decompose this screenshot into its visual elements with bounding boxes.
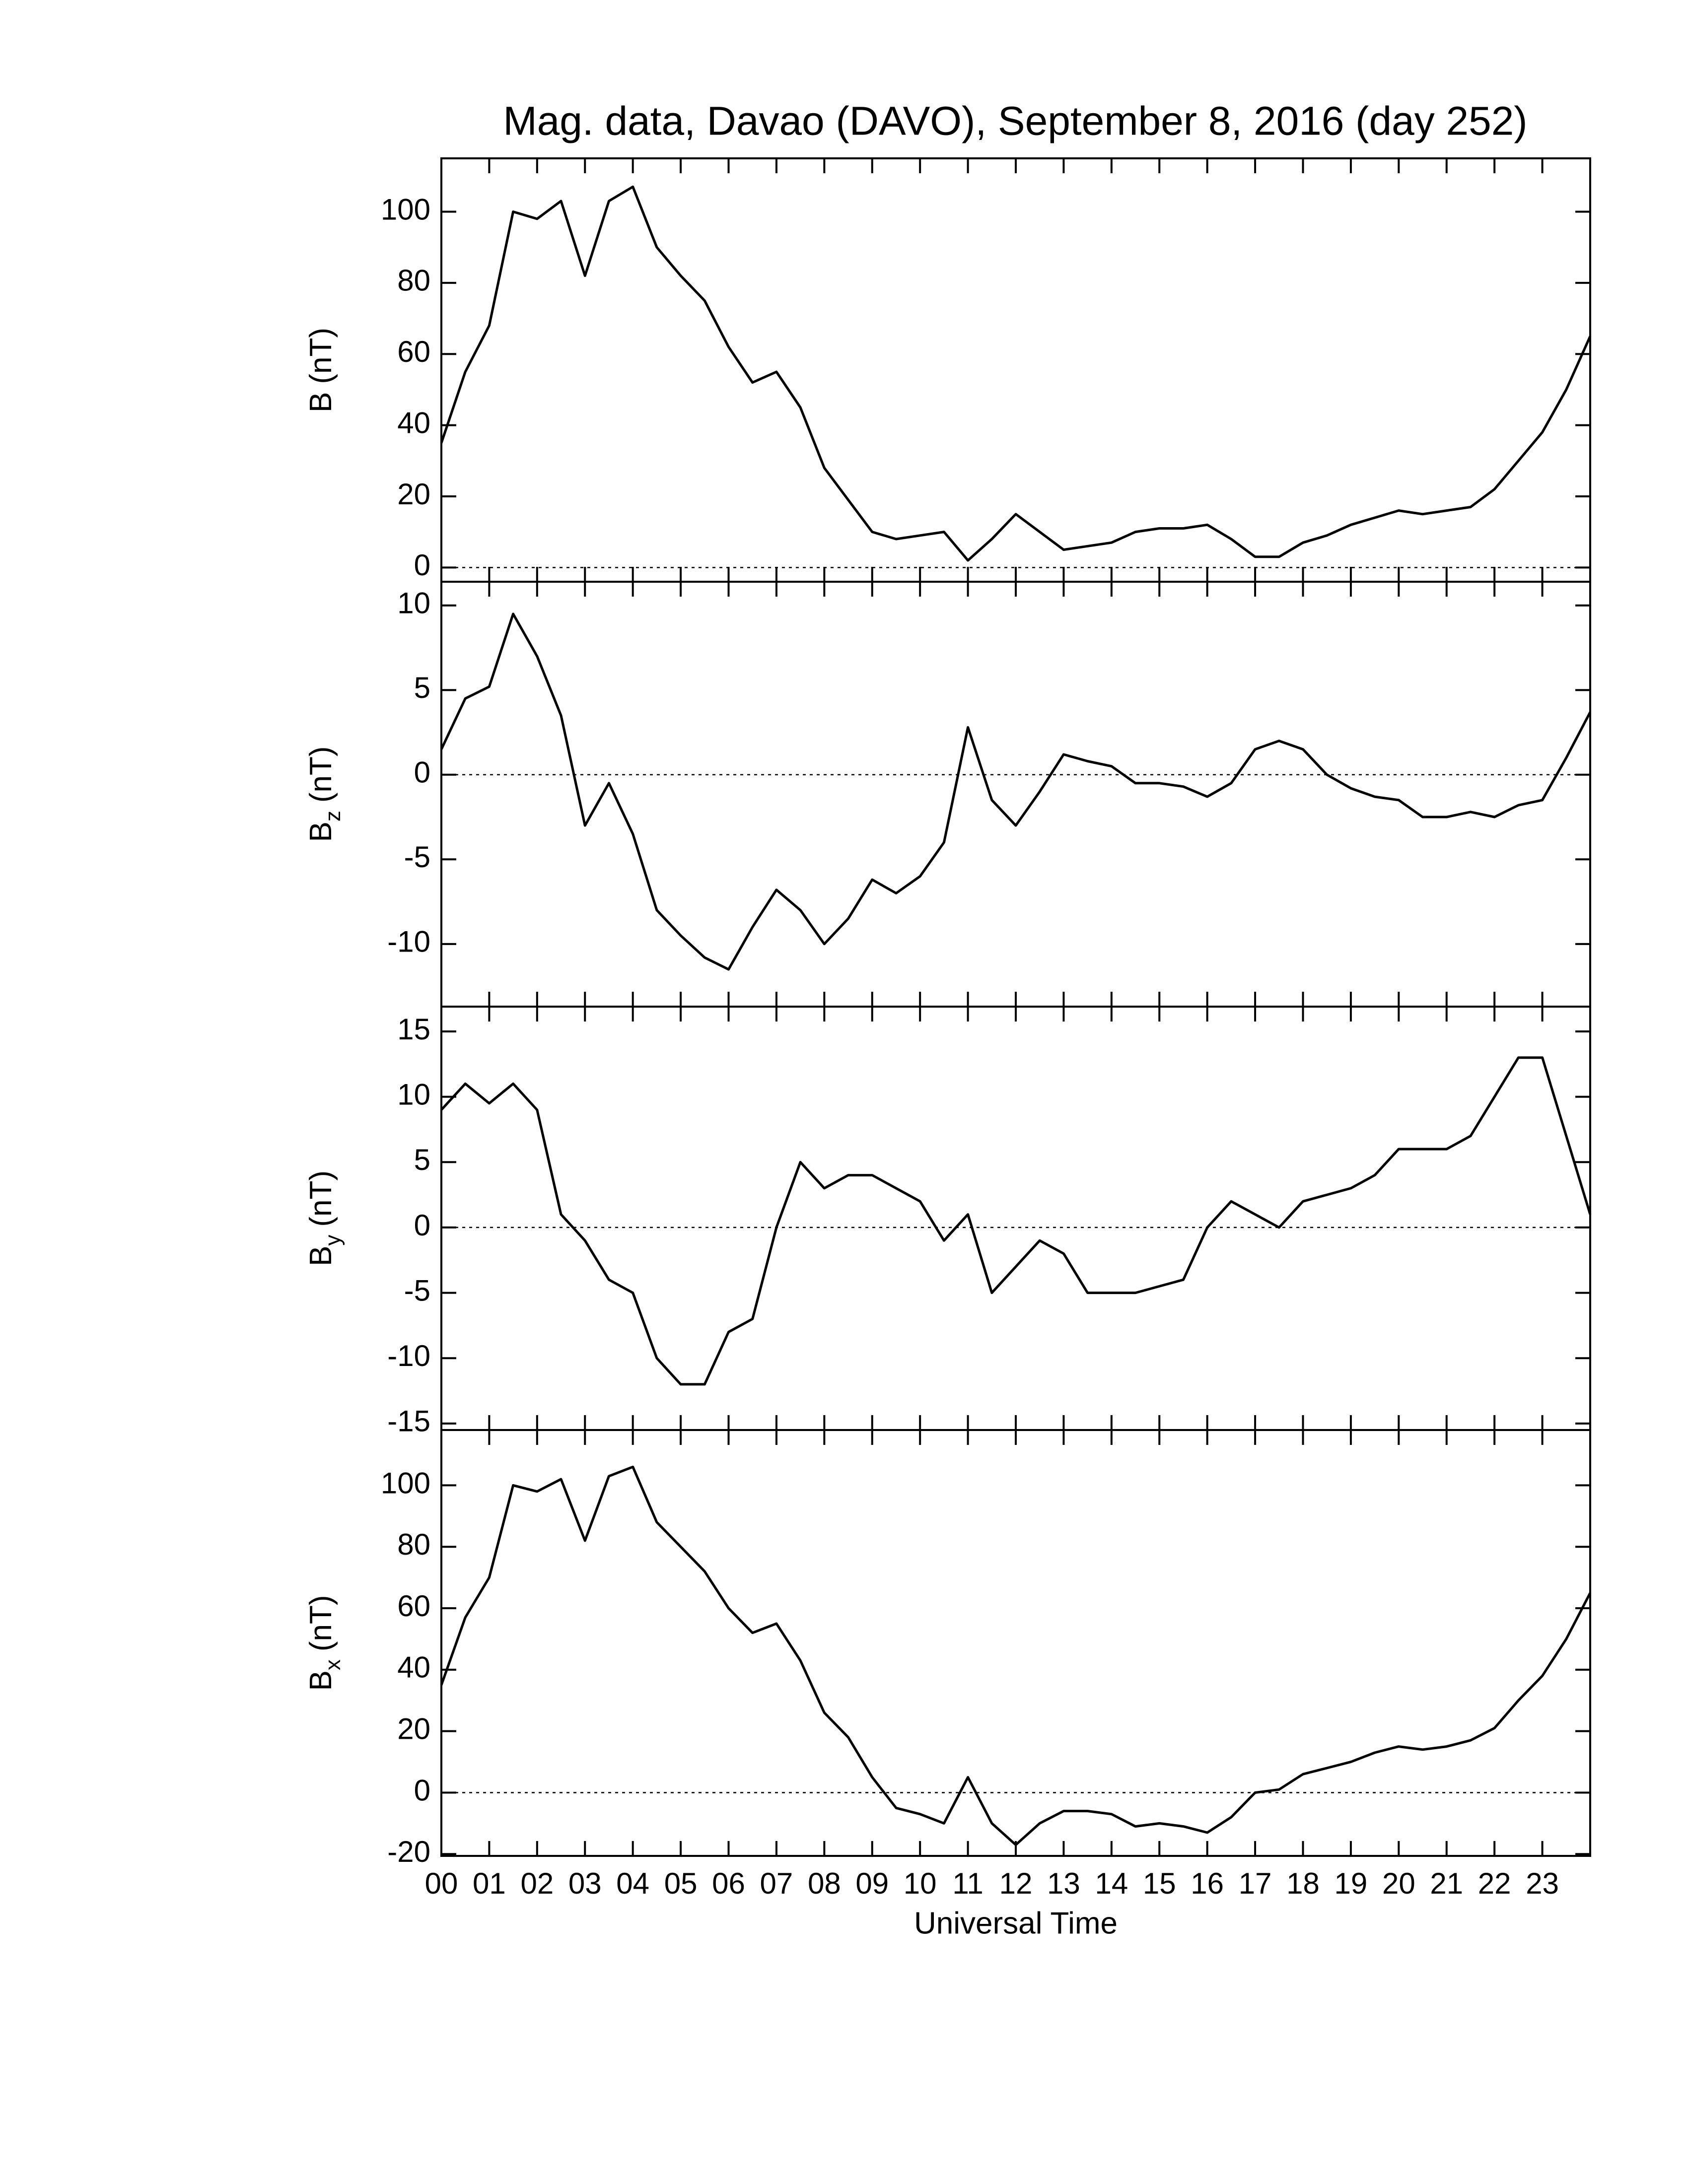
- y-tick-label: 5: [414, 671, 430, 704]
- y-tick-label: 80: [397, 1528, 430, 1561]
- x-tick-label: 16: [1191, 1867, 1224, 1900]
- y-tick-label: 100: [381, 1466, 430, 1500]
- x-tick-label: 12: [999, 1867, 1033, 1900]
- y-tick-label: 80: [397, 264, 430, 297]
- x-tick-label: 21: [1430, 1867, 1463, 1900]
- x-tick-label: 03: [568, 1867, 602, 1900]
- x-tick-label: 10: [904, 1867, 937, 1900]
- y-tick-label: 0: [414, 1774, 430, 1807]
- x-tick-label: 08: [808, 1867, 841, 1900]
- x-tick-label: 23: [1526, 1867, 1559, 1900]
- y-tick-label: -5: [404, 1274, 430, 1307]
- y-tick-label: -10: [387, 1339, 430, 1372]
- y-tick-label: 40: [397, 406, 430, 439]
- y-axis-label: By (nT): [304, 1170, 345, 1266]
- data-line: [440, 185, 1592, 562]
- y-tick-label: 10: [397, 1078, 430, 1111]
- y-tick-label: 15: [397, 1013, 430, 1046]
- x-tick-label: 17: [1239, 1867, 1272, 1900]
- y-tick-label: 0: [414, 1209, 430, 1242]
- y-tick-label: -20: [387, 1835, 430, 1868]
- y-tick-label: 5: [414, 1143, 430, 1176]
- x-tick-label: 20: [1382, 1867, 1415, 1900]
- y-label-base: B: [304, 1670, 338, 1691]
- data-line: [440, 613, 1592, 971]
- x-tick-label: 00: [425, 1867, 458, 1900]
- y-label-unit: (nT): [304, 746, 338, 803]
- y-tick-label: -5: [404, 840, 430, 874]
- y-tick-label: 60: [397, 1589, 430, 1623]
- y-tick-label: 20: [397, 1712, 430, 1746]
- y-label-unit: (nT): [304, 328, 338, 384]
- x-tick-label: 01: [473, 1867, 506, 1900]
- x-tick-label: 13: [1047, 1867, 1080, 1900]
- x-tick-label: 07: [760, 1867, 793, 1900]
- x-tick-label: 02: [520, 1867, 554, 1900]
- y-label-unit: (nT): [304, 1170, 338, 1227]
- chart-title: Mag. data, Davao (DAVO), September 8, 20…: [503, 99, 1527, 144]
- x-tick-label: 22: [1478, 1867, 1511, 1900]
- y-tick-label: 10: [397, 587, 430, 620]
- y-label-sub: x: [321, 1659, 345, 1670]
- data-line: [440, 1465, 1592, 1846]
- x-tick-label: 05: [664, 1867, 698, 1900]
- y-tick-label: 0: [414, 756, 430, 789]
- y-label-base: B: [304, 392, 338, 412]
- x-tick-label: 11: [952, 1867, 983, 1900]
- x-axis-label: Universal Time: [914, 1906, 1118, 1940]
- x-tick-label: 18: [1286, 1867, 1320, 1900]
- x-tick-label: 04: [616, 1867, 649, 1900]
- data-line: [440, 1056, 1592, 1386]
- y-tick-label: 20: [397, 478, 430, 511]
- y-tick-label: 40: [397, 1651, 430, 1684]
- x-tick-label: 06: [712, 1867, 745, 1900]
- y-label-base: B: [304, 821, 338, 842]
- y-axis-label: Bx (nT): [304, 1595, 345, 1691]
- y-label-sub: y: [321, 1235, 345, 1246]
- x-tick-label: 19: [1335, 1867, 1368, 1900]
- x-tick-label: 09: [855, 1867, 889, 1900]
- y-tick-label: 60: [397, 335, 430, 368]
- y-label-base: B: [304, 1246, 338, 1266]
- x-tick-label: 15: [1143, 1867, 1176, 1900]
- y-tick-label: 100: [381, 193, 430, 226]
- y-label-sub: z: [321, 811, 345, 821]
- y-tick-label: -15: [387, 1405, 430, 1438]
- y-axis-label: Bz (nT): [304, 746, 345, 842]
- x-tick-label: 14: [1095, 1867, 1128, 1900]
- y-label-unit: (nT): [304, 1595, 338, 1651]
- y-tick-label: -10: [387, 925, 430, 958]
- plot-frame: [440, 1429, 1591, 1857]
- y-axis-label: B (nT): [304, 328, 338, 412]
- y-tick-label: 0: [414, 548, 430, 582]
